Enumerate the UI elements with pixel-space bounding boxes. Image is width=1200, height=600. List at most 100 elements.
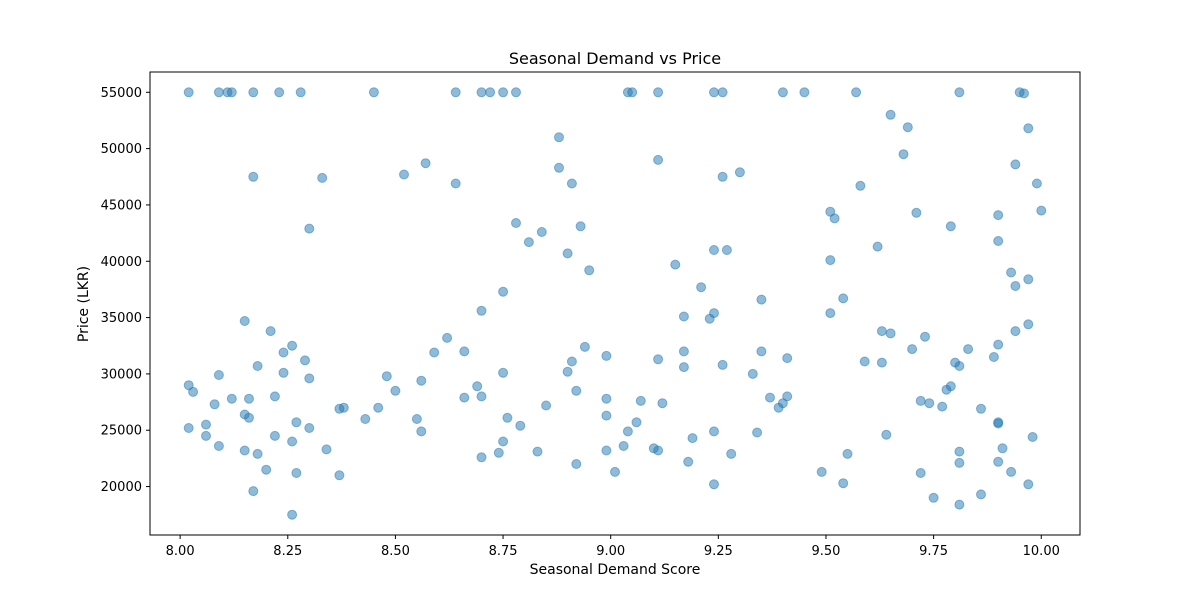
- scatter-point: [213, 87, 224, 98]
- scatter-point: [498, 367, 509, 378]
- scatter-point: [954, 446, 965, 457]
- scatter-point: [635, 395, 646, 406]
- scatter-point: [571, 459, 582, 469]
- scatter-point: [476, 391, 487, 402]
- scatter-point: [1031, 178, 1042, 189]
- scatter-point: [381, 371, 392, 382]
- scatter-point: [709, 87, 719, 98]
- x-tick-label: 9.25: [704, 544, 733, 559]
- y-tick-label: 30000: [101, 367, 142, 382]
- scatter-point: [248, 171, 259, 182]
- scatter-point: [954, 457, 965, 468]
- scatter-point: [248, 87, 259, 98]
- scatter-point: [252, 448, 263, 459]
- scatter-point: [825, 255, 836, 266]
- scatter-point: [902, 122, 913, 133]
- scatter-point: [493, 447, 504, 458]
- scatter-point: [653, 87, 664, 98]
- scatter-point: [838, 478, 849, 489]
- scatter-point: [618, 441, 629, 451]
- scatter-point: [945, 381, 956, 392]
- scatter-point: [571, 385, 582, 396]
- scatter-point: [976, 403, 986, 414]
- scatter-point: [476, 452, 487, 463]
- scatter-point: [584, 265, 595, 276]
- scatter-point: [678, 362, 689, 373]
- scatter-point: [898, 149, 909, 160]
- scatter-point: [799, 87, 810, 98]
- scatter-point: [420, 158, 431, 169]
- scatter-point: [226, 87, 237, 98]
- scatter-point: [717, 87, 728, 98]
- scatter-point: [976, 489, 986, 500]
- scatter-point: [855, 180, 866, 191]
- scatter-point: [752, 427, 763, 438]
- scatter-point: [554, 132, 564, 143]
- scatter-point: [536, 227, 547, 237]
- plot-frame: [149, 71, 1081, 536]
- y-tick-label: 35000: [101, 311, 142, 326]
- scatter-point: [334, 470, 345, 481]
- scatter-point: [881, 429, 892, 440]
- scatter-point: [782, 391, 793, 402]
- scatter-point: [304, 223, 315, 234]
- scatter-point: [373, 402, 384, 413]
- scatter-point: [709, 245, 719, 255]
- scatter-point: [523, 237, 534, 248]
- x-axis-title: Seasonal Demand Score: [530, 562, 701, 578]
- scatter-point: [265, 326, 276, 337]
- scatter-point: [1006, 267, 1017, 278]
- scatter-point: [300, 355, 310, 366]
- scatter-point: [304, 423, 315, 433]
- scatter-point: [687, 433, 698, 444]
- scatter-point: [721, 245, 732, 255]
- scatter-point: [579, 341, 590, 352]
- scatter-point: [816, 466, 827, 477]
- scatter-point: [399, 169, 409, 180]
- scatter-point: [269, 430, 280, 441]
- scatter-point: [885, 109, 896, 120]
- scatter-point: [653, 154, 664, 165]
- scatter-point: [575, 221, 586, 232]
- scatter-point: [993, 210, 1004, 221]
- scatter-point: [622, 426, 633, 437]
- scatter-point: [997, 443, 1008, 454]
- scatter-point: [928, 492, 939, 503]
- scatter-point: [907, 344, 918, 355]
- scatter-point: [209, 399, 220, 410]
- x-tick-label: 8.00: [166, 544, 195, 559]
- scatter-point: [287, 340, 298, 351]
- scatter-point: [993, 236, 1004, 246]
- scatter-point: [188, 386, 199, 397]
- scatter-point: [777, 87, 788, 98]
- scatter-point: [213, 370, 224, 380]
- y-tick-label: 55000: [101, 86, 142, 101]
- scatter-point: [304, 373, 315, 384]
- x-tick-label: 8.25: [273, 544, 302, 559]
- scatter-point: [416, 426, 427, 437]
- scatter-point: [213, 441, 224, 451]
- scatter-point: [920, 331, 930, 342]
- scatter-point: [765, 392, 775, 403]
- scatter-point: [1010, 159, 1021, 170]
- scatter-point: [429, 347, 440, 358]
- scatter-point: [756, 294, 767, 305]
- scatter-point: [876, 326, 887, 337]
- scatter-point: [541, 400, 552, 411]
- scatter-point: [261, 464, 272, 475]
- scatter-point: [244, 412, 254, 423]
- scatter-point: [601, 410, 612, 421]
- scatter-point: [657, 398, 668, 409]
- scatter-point: [239, 445, 250, 456]
- y-tick-label: 45000: [101, 198, 142, 213]
- scatter-point: [993, 417, 1004, 428]
- scatter-point: [566, 178, 577, 189]
- scatter-point: [726, 448, 737, 459]
- scatter-point: [838, 293, 849, 304]
- scatter-point: [368, 87, 379, 98]
- scatter-point: [317, 172, 328, 183]
- scatter-point: [915, 395, 926, 406]
- y-tick-label: 25000: [101, 424, 142, 439]
- scatter-point: [472, 381, 483, 392]
- scatter-point: [295, 87, 306, 98]
